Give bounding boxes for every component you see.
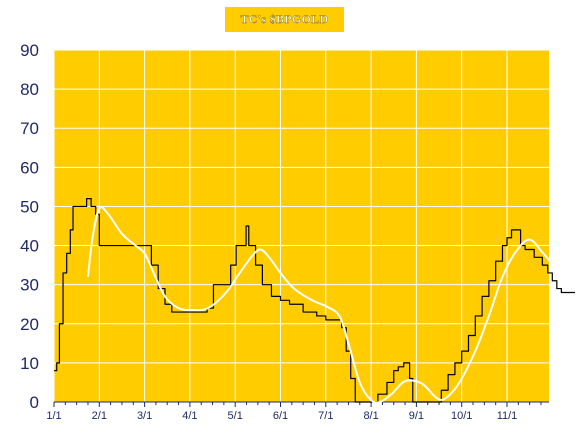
x-axis-tick-labels: 1/1 2/1 3/1 4/1 5/1 6/1 7/1 8/1 9/1 10/1 11/1 [46,410,517,422]
grid-lines [53,49,549,402]
y-tick-label: 40 [20,237,39,256]
y-tick-label: 10 [20,354,39,373]
axes [53,401,549,407]
y-tick-label: 20 [20,315,39,334]
x-tick-label: 2/1 [92,410,107,422]
y-tick-label: 80 [20,80,39,99]
x-tick-label: 10/1 [451,410,472,422]
x-tick-label: 1/1 [46,410,61,422]
x-tick-label: 8/1 [363,410,378,422]
y-tick-label: 50 [20,197,39,216]
x-tick-label: 3/1 [137,410,152,422]
x-tick-label: 4/1 [182,410,197,422]
series-1-line [54,198,575,403]
y-tick-label: 90 [20,41,39,60]
chart-title: TC's $BPGOLD [240,12,329,26]
x-tick-label: 11/1 [497,410,518,422]
plot-background [54,50,549,402]
y-axis-tick-labels: 0 10 20 30 40 50 60 70 80 90 [20,41,39,412]
y-tick-label: 70 [20,119,39,138]
x-tick-label: 7/1 [318,410,333,422]
x-tick-label: 5/1 [228,410,243,422]
y-tick-label: 60 [20,158,39,177]
x-tick-label: 9/1 [409,410,424,422]
series-2-line [86,206,576,404]
series-group [54,198,576,404]
chart-title-box: TC's $BPGOLD [225,7,344,32]
y-tick-label: 0 [30,393,39,412]
x-tick-label: 6/1 [273,410,288,422]
y-tick-label: 30 [20,276,39,295]
